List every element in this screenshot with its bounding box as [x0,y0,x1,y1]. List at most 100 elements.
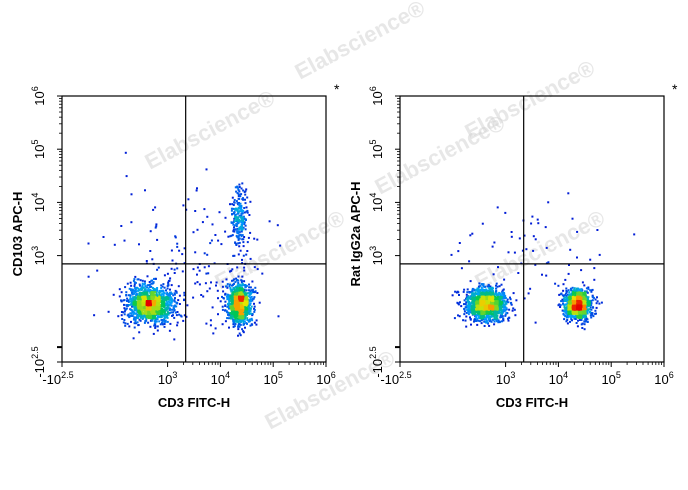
event-point [238,219,240,221]
event-point [504,295,507,298]
event-point [127,299,130,302]
event-point [468,291,471,294]
event-point [562,297,565,300]
event-point [485,311,488,314]
event-point [511,309,514,312]
event-point [126,322,129,325]
x-axis-label: CD3 FITC-H [158,395,230,410]
event-point [467,313,470,316]
event-point [127,313,130,316]
event-point [477,310,479,313]
event-point [246,196,249,199]
event-point [517,272,520,274]
event-point [496,310,499,313]
event-point [126,282,129,285]
event-point [485,306,488,309]
event-point [471,232,474,235]
event-point [235,225,238,228]
event-point [230,315,232,318]
event-point [243,266,246,269]
event-point [158,310,161,313]
event-point [491,298,494,301]
event-point [534,238,537,241]
event-point [494,298,497,301]
event-point [495,300,498,303]
event-point [498,307,501,310]
event-point [238,197,241,200]
event-point [590,302,593,305]
event-point [477,304,480,307]
event-point [238,234,241,237]
event-point [149,283,152,286]
event-point [236,218,238,221]
plot-frame [61,95,327,363]
event-point [232,207,235,210]
event-point [147,287,150,290]
event-point [152,310,155,313]
event-point [460,305,463,308]
event-point [205,168,208,171]
event-point [147,300,150,303]
event-point [141,310,144,313]
event-point [244,198,246,201]
event-point [567,301,570,303]
event-point [215,284,217,287]
event-point [571,315,574,318]
event-point [176,245,179,248]
event-point [130,308,132,311]
event-point [239,311,241,314]
event-point [228,298,231,301]
event-point [234,296,237,298]
event-point [144,305,147,308]
event-point [235,289,238,292]
event-point [575,287,578,290]
event-point [544,226,547,229]
event-point [232,254,235,257]
event-point [230,234,233,237]
event-point [244,326,246,329]
event-point [162,295,165,298]
event-point [233,226,235,229]
event-point [129,314,132,317]
event-point [236,285,239,288]
event-point [241,227,244,230]
event-point [160,284,163,287]
event-point [210,281,212,284]
event-point [156,294,158,297]
event-point [240,210,243,213]
event-point [244,224,247,227]
event-point [160,290,163,293]
event-point [246,298,249,301]
event-point [487,312,489,315]
event-point [240,209,243,212]
event-point [173,268,176,271]
event-point [501,320,503,323]
event-point [488,310,490,313]
event-point [233,230,236,233]
event-point [469,308,472,311]
event-point [224,309,226,312]
event-point [498,285,501,288]
event-point [477,306,480,309]
event-point [238,322,240,325]
event-point [253,321,256,324]
event-point [168,312,171,315]
event-point [492,318,495,321]
event-point [244,228,247,231]
event-point [477,297,480,300]
event-point [162,283,165,286]
event-point [462,319,465,322]
event-point [230,303,233,306]
event-point [163,286,166,289]
event-point [572,297,575,300]
event-point [155,296,157,299]
event-point [586,321,589,323]
event-point [577,312,580,315]
event-point [566,319,569,321]
event-point [239,320,242,323]
event-point [224,216,227,219]
event-point [123,313,126,316]
event-point [475,289,478,292]
event-point [234,292,236,295]
event-point [469,303,472,306]
